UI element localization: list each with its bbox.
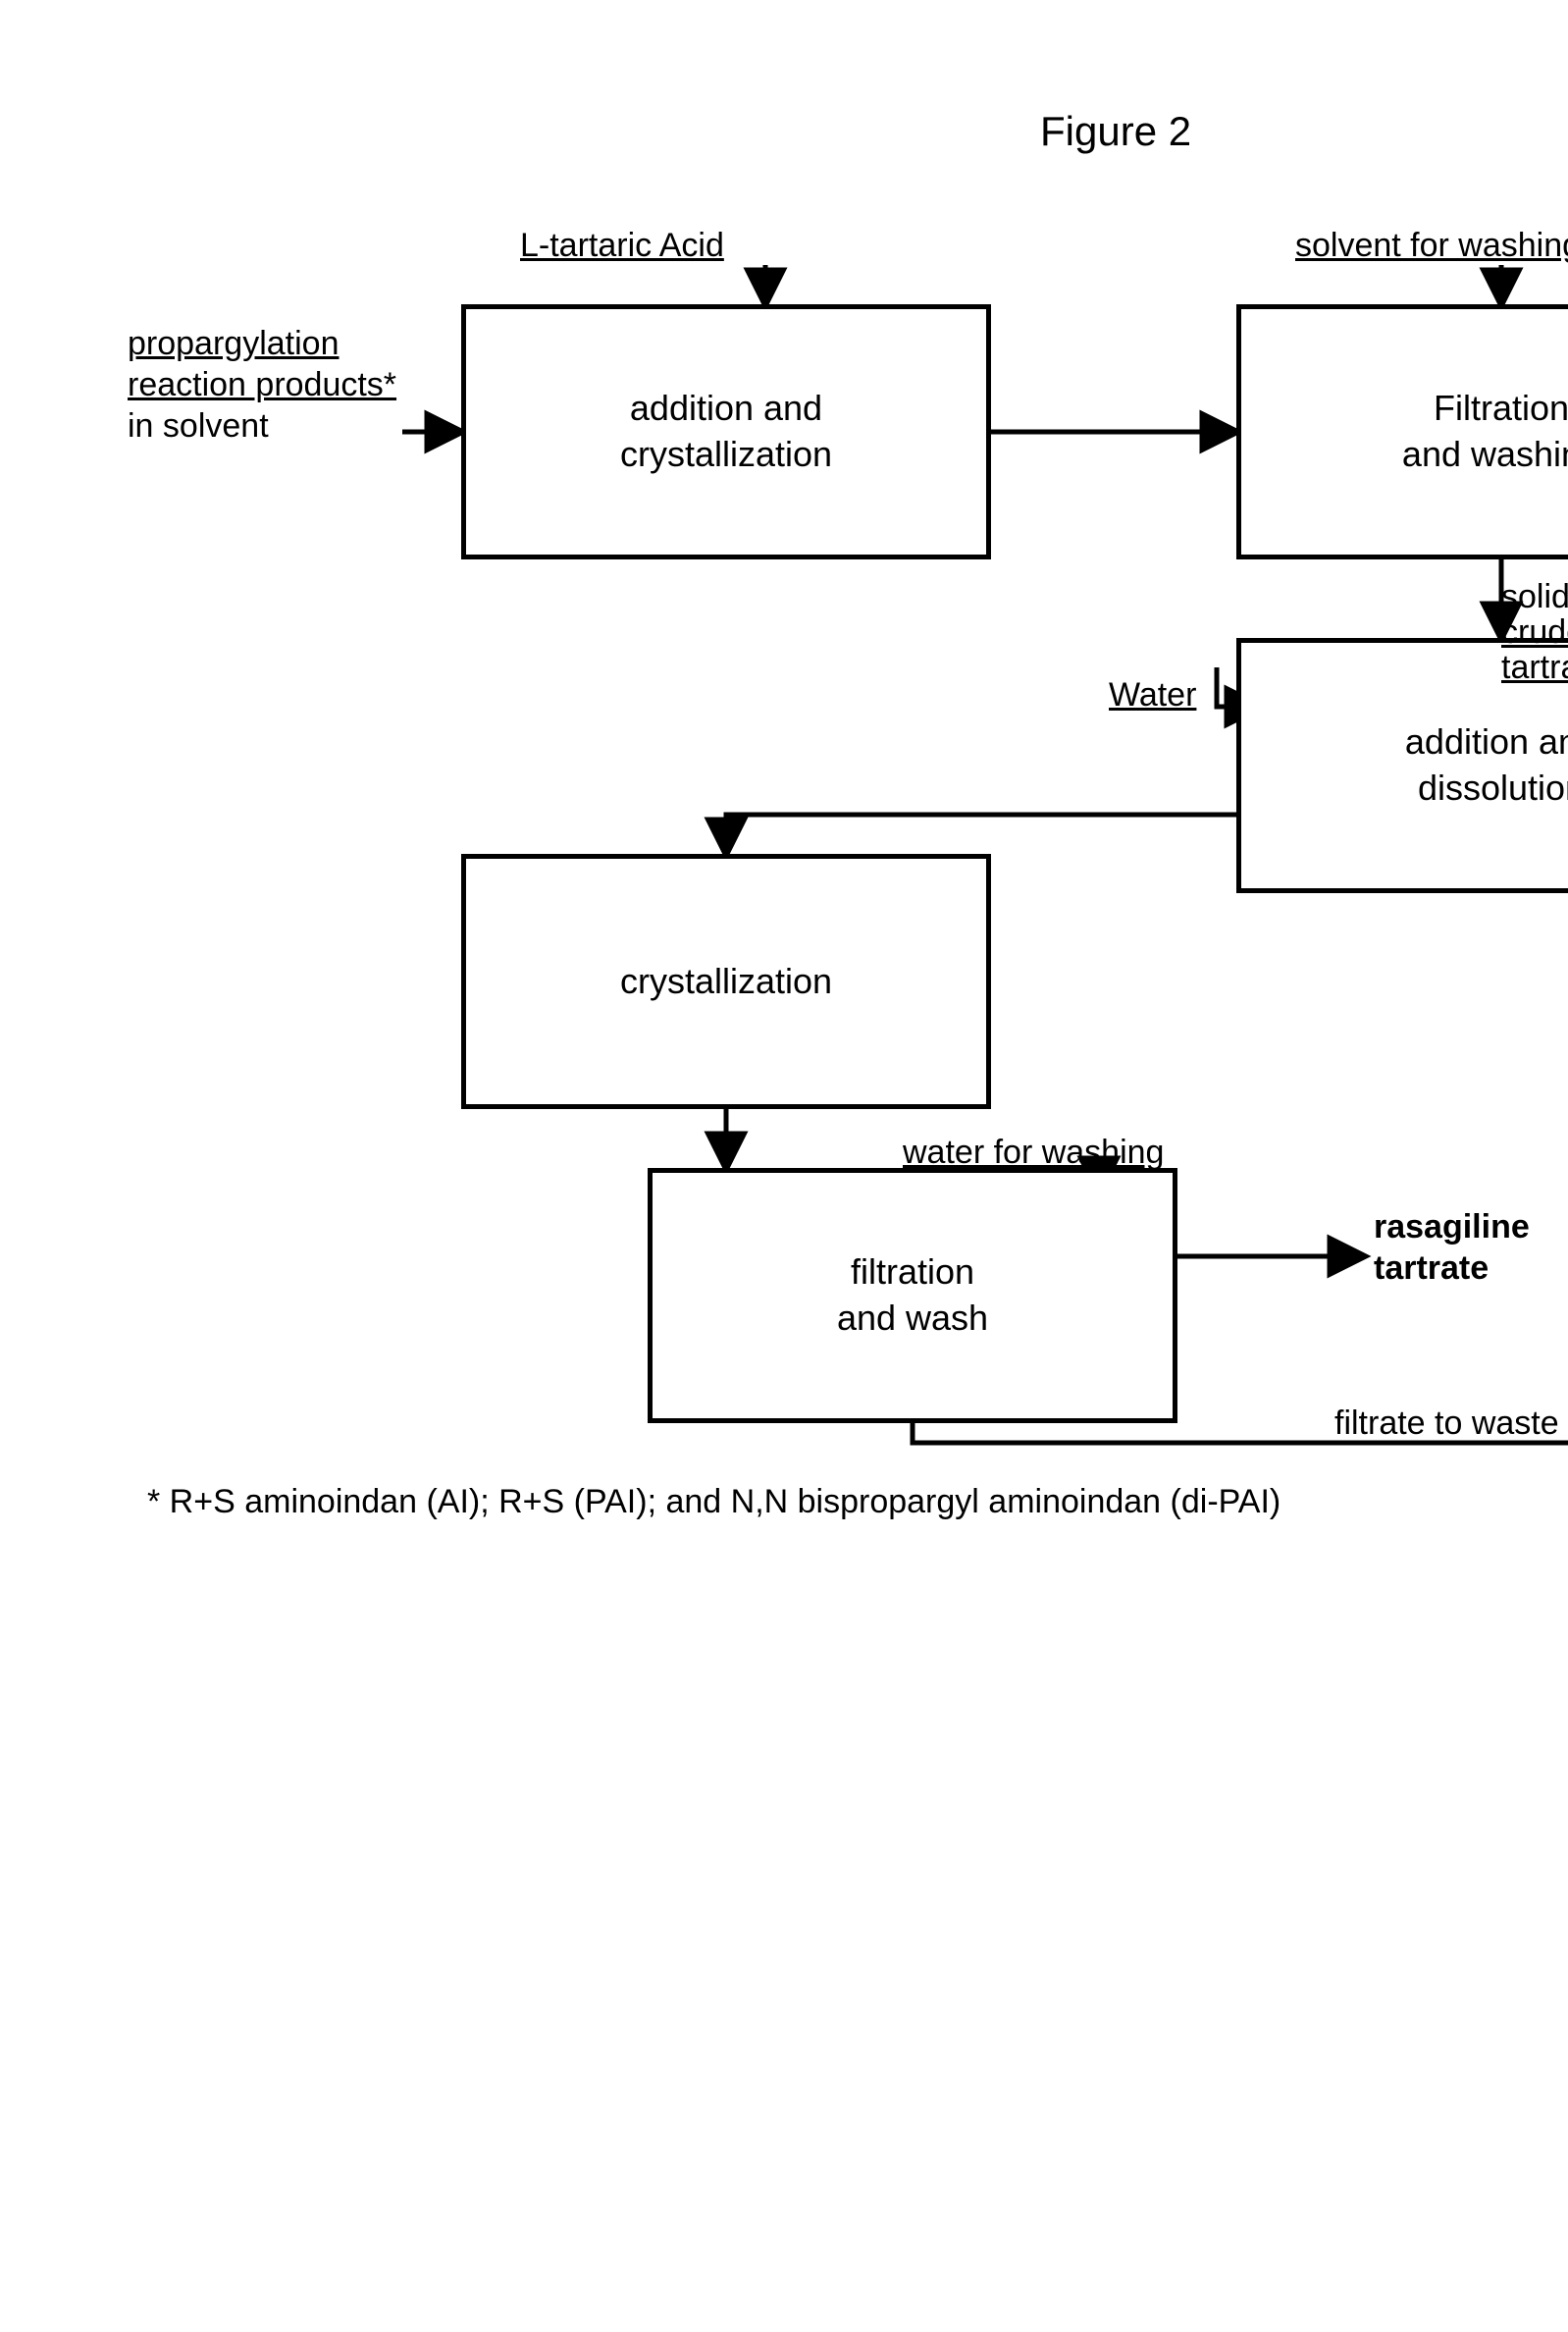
label-tartrate: tartrate [1501,648,1568,688]
label-water: Water [1109,675,1196,716]
label-prop_l3: in solvent [128,406,269,447]
process-box-b5: filtrationand wash [648,1168,1177,1423]
label-rasag1: rasagiline [1374,1207,1530,1247]
label-water_wash: water for washing [903,1133,1164,1173]
footnote: * R+S aminoindan (AI); R+S (PAI); and N,… [147,1482,1281,1522]
label-filtrate2: filtrate to waste [1334,1404,1559,1444]
label-solid: solid [1501,577,1568,617]
process-box-b2: Filtrationand washing [1236,304,1568,559]
figure-title: Figure 2 [1040,108,1191,155]
label-rasag2: tartrate [1374,1248,1489,1289]
label-prop_l2: reaction products* [128,365,396,405]
label-crude: crude [1501,612,1568,653]
label-prop_under: propargylation [128,324,339,364]
label-ltart: L-tartaric Acid [520,226,724,266]
process-box-b1: addition andcrystallization [461,304,991,559]
label-solvent_wash: solvent for washing [1295,226,1568,266]
process-box-b4: crystallization [461,854,991,1109]
